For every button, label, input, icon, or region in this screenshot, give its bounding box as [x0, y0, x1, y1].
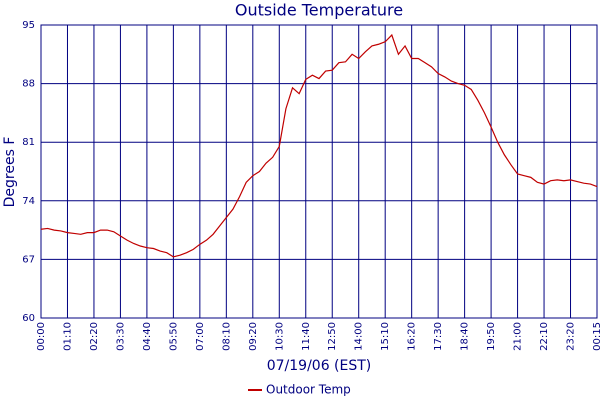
x-tick-label: 08:10 — [221, 322, 232, 351]
x-tick-label: 00:00 — [36, 322, 47, 351]
x-tick-label: 10:30 — [274, 322, 285, 351]
x-tick-label: 15:10 — [380, 322, 391, 351]
x-tick-label: 16:20 — [407, 322, 418, 351]
x-tick-label: 19:50 — [486, 322, 497, 351]
x-tick-label: 03:30 — [115, 322, 126, 351]
x-tick-label: 02:20 — [89, 322, 100, 351]
x-tick-label: 00:15 — [592, 322, 600, 351]
y-tick-label: 88 — [22, 79, 35, 90]
x-tick-label: 04:40 — [142, 322, 153, 351]
x-tick-label: 21:00 — [513, 322, 524, 351]
legend-label: Outdoor Temp — [266, 383, 351, 397]
y-tick-label: 95 — [22, 20, 35, 31]
x-axis-label: 07/19/06 (EST) — [267, 358, 372, 374]
y-tick-label: 67 — [22, 254, 35, 265]
plot-border — [40, 24, 598, 319]
y-tick-label: 60 — [22, 313, 35, 324]
x-tick-label: 14:00 — [354, 322, 365, 351]
x-tick-label: 18:40 — [460, 322, 471, 351]
x-tick-label: 22:10 — [539, 322, 550, 351]
x-tick-label: 07:00 — [195, 322, 206, 351]
chart-title: Outside Temperature — [235, 1, 403, 20]
x-tick-label: 12:50 — [327, 322, 338, 351]
x-tick-label: 05:50 — [168, 322, 179, 351]
data-line — [40, 33, 598, 258]
y-tick-label: 81 — [22, 137, 35, 148]
y-tick-label: 74 — [22, 196, 35, 207]
x-tick-label: 17:30 — [433, 322, 444, 351]
x-tick-label: 11:40 — [301, 322, 312, 351]
y-axis-label: Degrees F — [2, 137, 18, 208]
x-tick-label: 01:10 — [62, 322, 73, 351]
x-tick-label: 09:20 — [248, 322, 259, 351]
x-tick-label: 23:20 — [566, 322, 577, 351]
